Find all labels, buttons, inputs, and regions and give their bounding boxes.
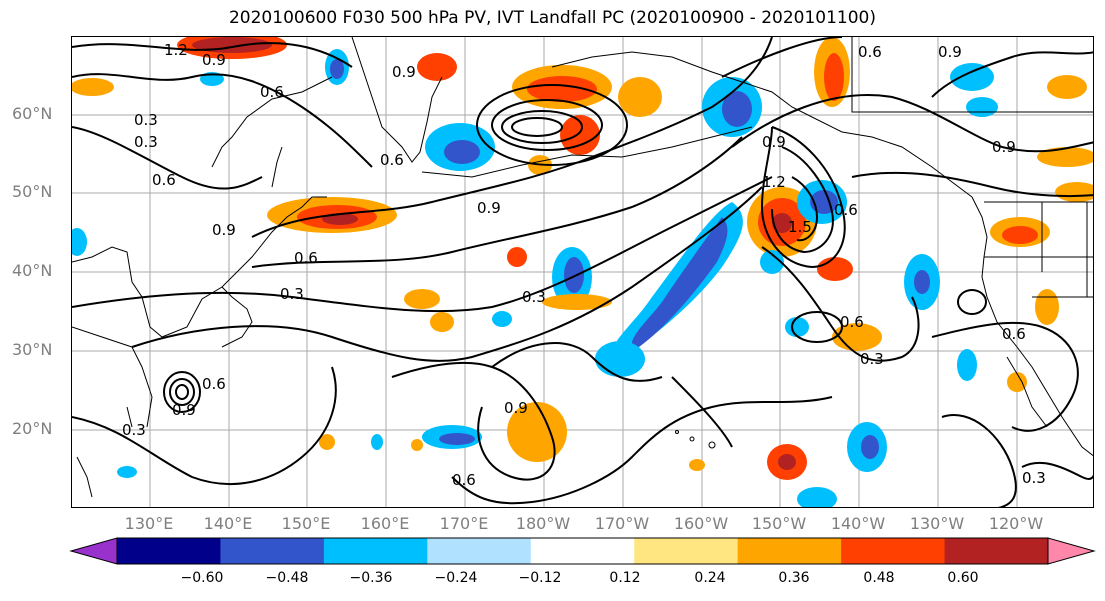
- colorbar-tick-label: 0.36: [778, 570, 810, 586]
- contour-label: 1.2: [762, 173, 786, 191]
- contour-label: 0.3: [134, 111, 158, 129]
- colorbar-segment: [944, 538, 1049, 564]
- contour-label: 0.9: [938, 43, 962, 61]
- colorbar-segment: [841, 538, 946, 564]
- contour-label: 0.3: [522, 288, 546, 306]
- lon-label-160w: 160°W: [673, 514, 729, 533]
- contour-label: 0.3: [1022, 469, 1046, 487]
- lon-label-130e: 130°E: [124, 514, 174, 533]
- lon-label-120w: 120°W: [988, 514, 1044, 533]
- contour-label: 0.6: [260, 83, 284, 101]
- contour-label: 0.9: [172, 401, 196, 419]
- contour-label: 0.9: [477, 199, 501, 217]
- colorbar-tick-label: 0.24: [694, 570, 726, 586]
- contour-label: 0.6: [152, 171, 176, 189]
- colorbar-segment: [117, 538, 221, 564]
- lat-label-40n: 40°N: [12, 261, 53, 280]
- lon-label-180w: 180°W: [515, 514, 571, 533]
- map-panel: 1.2 0.9 0.6 0.3 0.9 0.9 0.6 0.9 0.6 0.6 …: [71, 36, 1094, 508]
- lon-label-150w: 150°W: [751, 514, 807, 533]
- contour-labels: 1.2 0.9 0.6 0.3 0.9 0.9 0.6 0.9 0.6 0.6 …: [122, 41, 1046, 489]
- colorbar-tick-label: −0.24: [434, 570, 478, 586]
- lat-label-60n: 60°N: [12, 104, 53, 123]
- lon-label-140w: 140°W: [830, 514, 886, 533]
- colorbar-segment: [737, 538, 842, 564]
- contour-label: 0.6: [294, 249, 318, 267]
- lon-label-160e: 160°E: [360, 514, 410, 533]
- contour-label: 0.3: [134, 133, 158, 151]
- contour-label: 0.9: [992, 138, 1016, 156]
- contour-label: 0.9: [212, 221, 236, 239]
- lon-label-150e: 150°E: [281, 514, 331, 533]
- colorbar-segment: [427, 538, 532, 564]
- colorbar-segment: [634, 538, 739, 564]
- colorbar-tick-label: −0.36: [349, 570, 393, 586]
- colorbar-segment: [220, 538, 325, 564]
- lon-label-130w: 130°W: [909, 514, 965, 533]
- contour-label: 0.6: [840, 313, 864, 331]
- contour-label: 0.6: [380, 151, 404, 169]
- lat-label-30n: 30°N: [12, 340, 53, 359]
- colorbar-tick-label: −0.12: [518, 570, 562, 586]
- pv-shading: [72, 37, 1093, 507]
- colorbar-tick-label: 0.60: [947, 570, 979, 586]
- colorbar-frame: [116, 537, 1049, 565]
- coastlines: [72, 37, 1093, 498]
- contour-label: 0.3: [280, 285, 304, 303]
- lon-label-170w: 170°W: [594, 514, 650, 533]
- contour-label: 0.6: [834, 201, 858, 219]
- map-title: 2020100600 F030 500 hPa PV, IVT Landfall…: [228, 8, 876, 28]
- lon-label-170e: 170°E: [439, 514, 489, 533]
- lat-label-50n: 50°N: [12, 182, 53, 201]
- colorbar-tick-label: −0.60: [180, 570, 224, 586]
- contour-label: 0.6: [452, 471, 476, 489]
- contour-label: 0.6: [1002, 325, 1026, 343]
- colorbar-min-arrow: [69, 537, 118, 565]
- contour-label: 0.3: [860, 350, 884, 368]
- contour-label: 0.6: [858, 43, 882, 61]
- colorbar-tick-label: 0.48: [863, 570, 895, 586]
- contour-label: 1.5: [788, 218, 812, 236]
- contour-label: 0.6: [202, 375, 226, 393]
- colorbar-segment: [323, 538, 428, 564]
- contour-label: 0.3: [122, 421, 146, 439]
- contour-label: 0.9: [392, 63, 416, 81]
- lon-label-140e: 140°E: [203, 514, 253, 533]
- contour-label: 0.9: [762, 133, 786, 151]
- contour-label: 0.9: [202, 51, 226, 69]
- colorbar-segment: [530, 538, 635, 564]
- colorbar-tick-label: 0.12: [609, 570, 641, 586]
- map-canvas: 1.2 0.9 0.6 0.3 0.9 0.9 0.6 0.9 0.6 0.6 …: [72, 37, 1093, 507]
- contour-label: 0.9: [504, 399, 528, 417]
- colorbar-max-arrow: [1047, 537, 1096, 565]
- colorbar-tick-label: −0.48: [265, 570, 309, 586]
- lat-label-20n: 20°N: [12, 419, 53, 438]
- contour-label: 1.2: [164, 41, 188, 59]
- pv-contours: [72, 37, 1093, 507]
